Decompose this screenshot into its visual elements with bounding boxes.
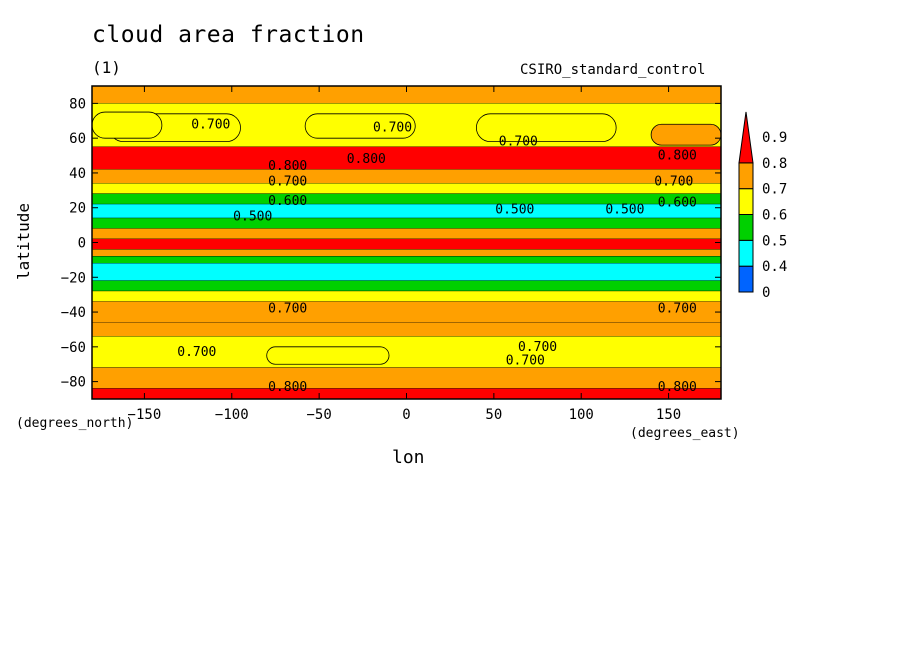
contour-label: 0.700 xyxy=(191,117,230,132)
axes: −150 −100 −50 0 50 100 150 −80 −60 −40 −20 0 20 40 60 8… xyxy=(61,86,721,423)
contour-label: 0.800 xyxy=(347,152,386,167)
zonal-band xyxy=(92,249,721,257)
contour-patch xyxy=(92,111,163,139)
contour-label: 0.700 xyxy=(373,121,412,136)
contour-patch xyxy=(475,113,617,143)
y-tick-label: 20 xyxy=(69,201,86,217)
y-axis-units: (degrees_north) xyxy=(16,416,134,431)
zonal-band xyxy=(92,193,721,205)
contour-label: 0.700 xyxy=(506,354,545,369)
y-tick-label: −40 xyxy=(61,305,86,321)
zonal-band xyxy=(92,239,721,250)
x-tick-label: −100 xyxy=(215,407,249,423)
contour-label: 0.500 xyxy=(233,209,272,224)
zonal-band xyxy=(92,263,721,281)
colorbar-extend-arrow xyxy=(738,111,754,164)
colorbar-label: 0.8 xyxy=(762,156,787,172)
zonal-band xyxy=(92,291,721,302)
colorbar-swatch xyxy=(738,239,754,267)
contour-label: 0.600 xyxy=(658,196,697,211)
contour-label: 0.700 xyxy=(658,302,697,317)
zonal-band xyxy=(92,256,721,264)
contour-label: 0.700 xyxy=(499,135,538,150)
colorbar-swatch xyxy=(738,265,754,293)
zonal-band xyxy=(92,367,721,389)
zonal-band xyxy=(92,146,721,170)
colorbar-label: 0 xyxy=(762,285,770,301)
colorbar-swatch xyxy=(738,162,754,190)
colorbar-label: 0.9 xyxy=(762,130,787,146)
zonal-band xyxy=(92,301,721,323)
contour-patch xyxy=(304,113,416,139)
x-tick-label: 0 xyxy=(402,407,410,423)
zonal-band xyxy=(92,169,721,184)
y-tick-label: 0 xyxy=(78,236,86,252)
contour-label: 0.700 xyxy=(268,175,307,190)
colorbar-label: 0.5 xyxy=(762,233,787,249)
contour-label: 0.800 xyxy=(658,380,697,395)
colorbar-swatch xyxy=(738,214,754,241)
contour-label: 0.500 xyxy=(605,202,644,217)
y-tick-label: −60 xyxy=(61,340,86,356)
chart-units: (1) xyxy=(92,58,121,77)
contour-label: 0.700 xyxy=(177,345,216,360)
zonal-band xyxy=(92,204,721,219)
zonal-band xyxy=(92,86,721,104)
x-tick-label: 100 xyxy=(569,407,594,423)
y-tick-label: −20 xyxy=(61,270,86,286)
model-label: CSIRO_standard_control xyxy=(520,62,706,78)
x-axis-label: lon xyxy=(392,447,425,468)
chart-title: cloud area fraction xyxy=(92,22,365,48)
y-tick-label: 60 xyxy=(69,131,86,147)
contour-label: 0.800 xyxy=(268,380,307,395)
y-tick-label: 40 xyxy=(69,166,86,182)
zonal-band xyxy=(92,183,721,194)
colorbar-label: 0.7 xyxy=(762,182,787,198)
colorbar-label: 0.4 xyxy=(762,259,787,275)
contour-label: 0.500 xyxy=(495,202,534,217)
x-tick-label: 150 xyxy=(656,407,681,423)
x-axis-units: (degrees_east) xyxy=(630,426,740,441)
x-tick-label: −50 xyxy=(306,407,331,423)
contour-label: 0.800 xyxy=(658,149,697,164)
contour-label: 0.700 xyxy=(268,302,307,317)
zonal-band xyxy=(92,228,721,240)
contour-patch xyxy=(266,346,390,365)
contour-label: 0.700 xyxy=(518,340,557,355)
contour-label: 0.800 xyxy=(268,159,307,174)
x-tick-label: −150 xyxy=(128,407,162,423)
zonal-band xyxy=(92,218,721,229)
zonal-band xyxy=(92,322,721,337)
colorbar-swatch xyxy=(738,188,754,216)
zonal-band xyxy=(92,280,721,292)
y-tick-label: 80 xyxy=(69,96,86,112)
colorbar-label: 0.6 xyxy=(762,208,787,224)
zonal-band xyxy=(92,336,721,368)
contour-label: 0.600 xyxy=(268,194,307,209)
colorbar: 0 0.4 0.5 0.6 0.7 0.8 0.9 xyxy=(738,111,787,301)
contour-label: 0.700 xyxy=(654,175,693,190)
filled-contours xyxy=(92,86,721,399)
x-tick-label: 50 xyxy=(485,407,502,423)
contour-patch xyxy=(650,123,721,146)
y-tick-label: −80 xyxy=(61,375,86,391)
